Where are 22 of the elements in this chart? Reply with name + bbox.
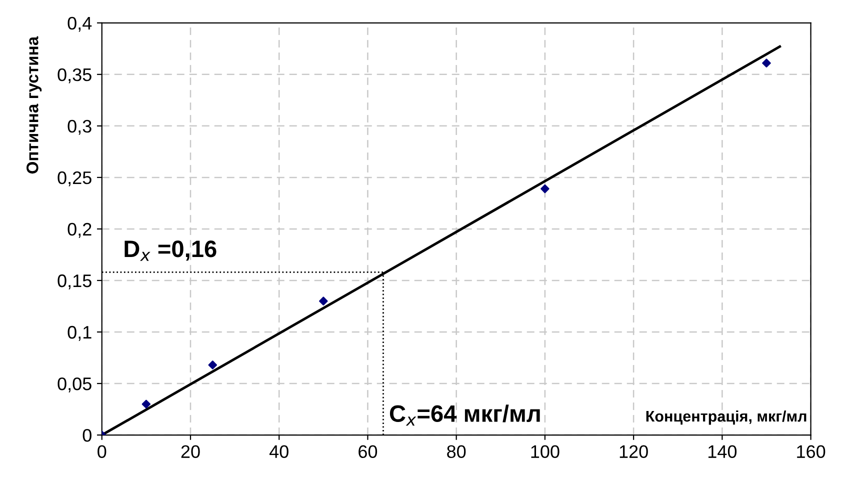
y-tick-label: 0,4 bbox=[68, 16, 92, 32]
x-tick-label: 160 bbox=[797, 445, 826, 458]
x-tick-label: 120 bbox=[620, 445, 648, 458]
x-axis-title: Концентрація, мкг/мл bbox=[646, 410, 806, 425]
x-tick-label: 0 bbox=[98, 445, 106, 458]
x-tick-label: 40 bbox=[269, 445, 288, 458]
y-tick-label: 0 bbox=[82, 428, 92, 442]
annotation: C$_{x}$=64 мкг/мл bbox=[390, 404, 540, 426]
y-tick-label: 0,2 bbox=[68, 222, 92, 238]
x-tick-label: 140 bbox=[708, 445, 737, 458]
annotation: D$_{x}$ =0,16 bbox=[124, 240, 216, 261]
y-tick-label: 0,15 bbox=[58, 274, 92, 290]
y-tick-label: 0,25 bbox=[58, 171, 92, 186]
y-tick-label: 0,3 bbox=[68, 120, 92, 135]
x-tick-label: 20 bbox=[181, 445, 200, 458]
x-tick-label: 100 bbox=[531, 445, 560, 458]
x-tick-label: 60 bbox=[358, 445, 378, 458]
x-tick-label: 80 bbox=[447, 445, 466, 458]
y-tick-label: 0,1 bbox=[68, 326, 92, 341]
y-axis-title: Оптична густина bbox=[26, 36, 42, 174]
y-tick-label: 0,05 bbox=[58, 377, 92, 392]
y-tick-label: 0,35 bbox=[58, 68, 92, 84]
